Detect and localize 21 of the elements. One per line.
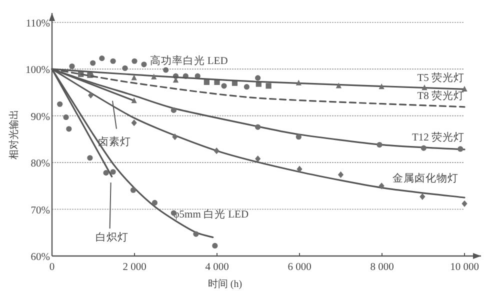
y-tick-label: 60% xyxy=(30,252,50,263)
x-tick-label: 6 000 xyxy=(288,262,312,273)
y-tick-label: 100% xyxy=(26,65,50,76)
x-tick-label: 10 000 xyxy=(450,262,479,273)
y-tick-label: 70% xyxy=(30,205,50,216)
series-label: T5 荧光灯 xyxy=(417,71,464,84)
x-tick-label: 0 xyxy=(49,262,55,273)
x-tick-label: 4 000 xyxy=(205,262,229,273)
y-tick-label: 110% xyxy=(26,18,50,30)
series-label: φ5mm 白光 LED xyxy=(173,207,249,220)
y-axis-title: 相对光输出 xyxy=(8,110,20,160)
y-tick-label: 90% xyxy=(30,112,50,123)
series-label: 金属卤化物灯 xyxy=(392,172,458,185)
series-label: T8 荧光灯 xyxy=(417,88,464,102)
series-label: 高功率白光 LED xyxy=(150,54,228,68)
x-tick-label: 8 000 xyxy=(370,262,394,273)
x-axis-title: 时间 (h) xyxy=(208,278,242,290)
series-label: T12 荧光灯 xyxy=(412,130,464,144)
x-tick-label: 2 000 xyxy=(122,262,146,273)
y-tick-label: 80% xyxy=(30,158,50,170)
text: 白炽灯 xyxy=(95,232,128,244)
